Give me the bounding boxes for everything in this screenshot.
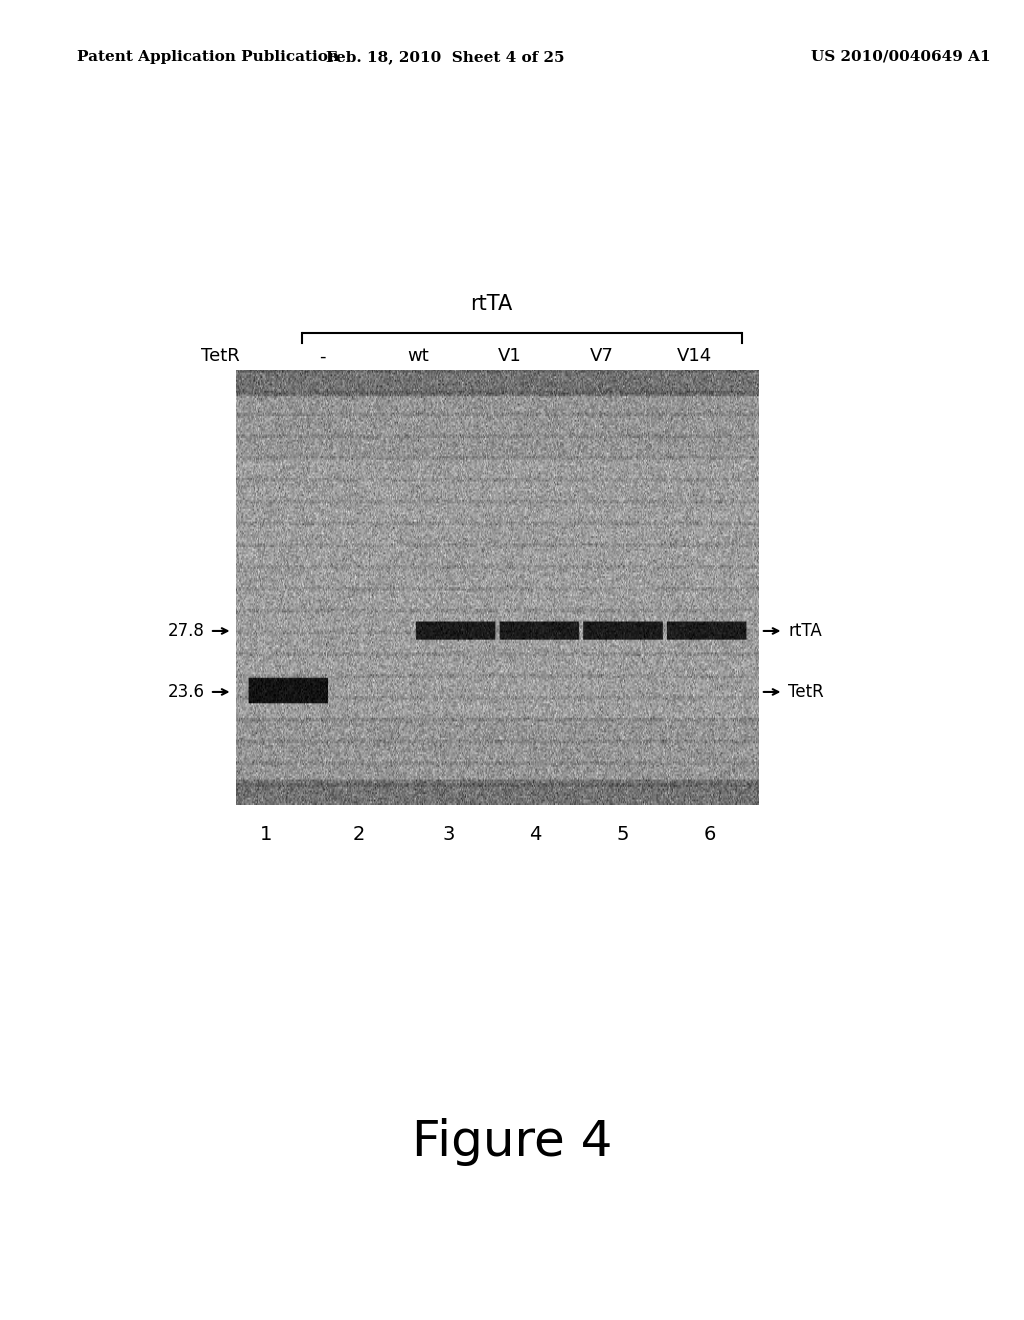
Text: 3: 3 (442, 825, 455, 843)
Text: Feb. 18, 2010  Sheet 4 of 25: Feb. 18, 2010 Sheet 4 of 25 (327, 50, 564, 63)
Text: 27.8: 27.8 (168, 622, 205, 640)
Text: 6: 6 (703, 825, 716, 843)
Text: -: - (319, 347, 326, 366)
Text: 5: 5 (616, 825, 629, 843)
Text: V1: V1 (498, 347, 522, 366)
Text: 2: 2 (352, 825, 365, 843)
Text: Figure 4: Figure 4 (412, 1118, 612, 1166)
Text: US 2010/0040649 A1: US 2010/0040649 A1 (811, 50, 991, 63)
Text: TetR: TetR (788, 682, 824, 701)
Text: Patent Application Publication: Patent Application Publication (77, 50, 339, 63)
Text: V14: V14 (677, 347, 712, 366)
Text: V7: V7 (590, 347, 614, 366)
Text: wt: wt (407, 347, 429, 366)
Text: 23.6: 23.6 (168, 682, 205, 701)
Text: 4: 4 (529, 825, 542, 843)
Text: rtTA: rtTA (788, 622, 822, 640)
Text: rtTA: rtTA (470, 294, 513, 314)
Text: TetR: TetR (201, 347, 240, 366)
Text: 1: 1 (260, 825, 272, 843)
